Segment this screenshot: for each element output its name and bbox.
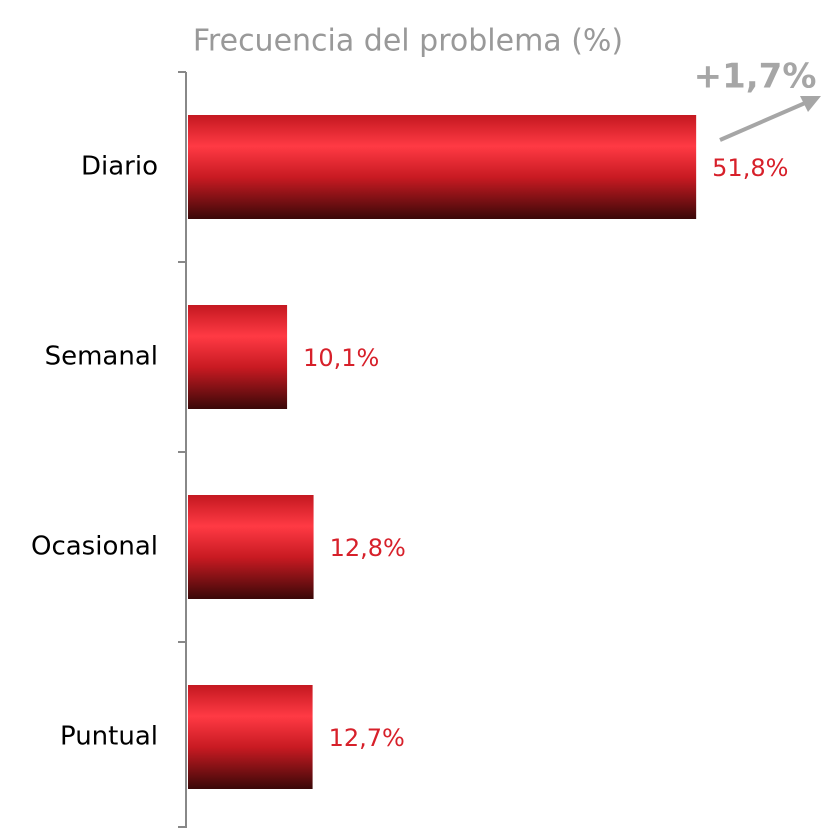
bar [188,115,697,219]
bar [188,685,313,789]
annotation: +1,7% [694,57,817,97]
chart-title: Frecuencia del problema (%) [193,24,623,59]
bar [188,305,288,409]
category-label: Puntual [60,722,158,752]
arrow-head [800,96,821,112]
category-label: Semanal [45,342,158,372]
category-label: Ocasional [31,532,158,562]
value-label: 10,1% [303,344,379,372]
category-label: Diario [81,152,158,182]
value-label: 51,8% [712,154,788,182]
value-label: 12,8% [330,534,406,562]
annotation-arrow [719,98,813,142]
bar [188,495,314,599]
value-label: 12,7% [329,724,405,752]
